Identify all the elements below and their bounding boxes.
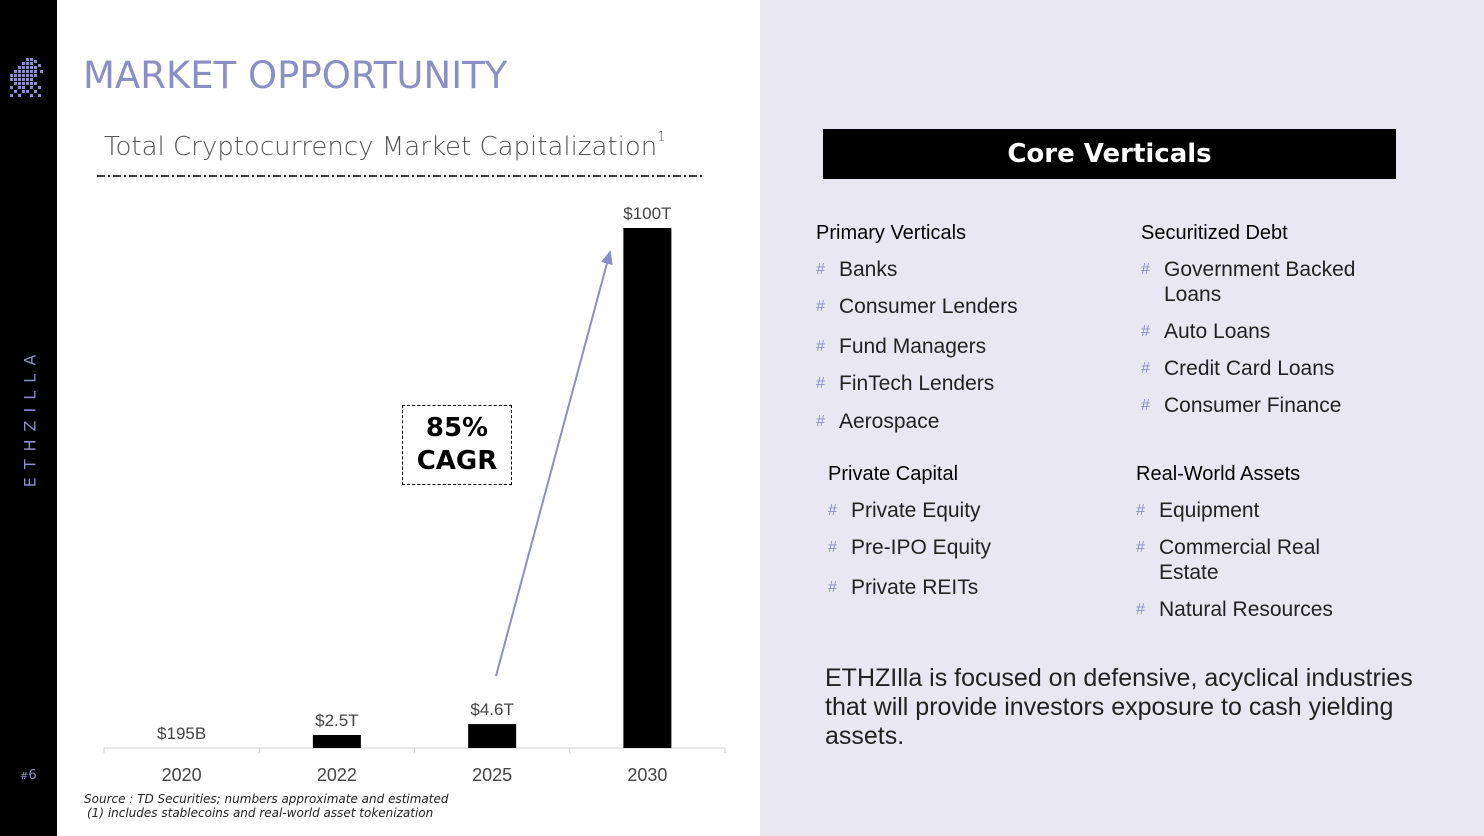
hash-icon: # — [1136, 539, 1145, 556]
list-item: # Banks — [816, 258, 898, 281]
cagr-percent: 85% — [425, 413, 489, 443]
group-title: Primary Verticals — [816, 222, 967, 244]
dragon-logo-icon — [10, 58, 43, 97]
group-primary-verticals: Primary Verticals # Banks # Consumer Lende… — [816, 222, 1116, 446]
list-item: # Fund Managers — [816, 335, 987, 358]
hash-icon: # — [816, 375, 825, 392]
group-title: Private Capital — [828, 463, 959, 485]
list-item: # Consumer Finance — [1141, 394, 1342, 417]
cagr-annotation: 85% CAGR — [402, 405, 512, 485]
growth-arrow — [495, 250, 613, 677]
page-number: #6 — [20, 768, 37, 783]
hash-icon: # — [1141, 261, 1150, 278]
list-item: # Private Equity — [828, 499, 981, 522]
bar-2022 — [312, 735, 361, 748]
list-item: # Government Backed Loans — [1141, 258, 1356, 306]
hash-icon: # — [1136, 502, 1145, 519]
chart-title: Total Cryptocurrency Market Capitalizati… — [104, 130, 666, 162]
x-tick-label: 2030 — [627, 765, 667, 785]
group-title: Securitized Debt — [1141, 222, 1288, 244]
chart-title-text: Total Cryptocurrency Market Capitalizati… — [104, 132, 658, 162]
x-tick-label: 2022 — [317, 765, 357, 785]
value-label: $100T — [623, 204, 671, 223]
chart-title-footnote: 1 — [657, 130, 666, 146]
x-tick-label: 2020 — [162, 765, 202, 785]
value-label: $4.6T — [470, 700, 513, 719]
summary-text: ETHZIlla is focused on defensive, acycli… — [825, 664, 1413, 750]
value-label: $2.5T — [315, 711, 358, 730]
list-item: # FinTech Lenders — [816, 372, 995, 395]
hash-icon: # — [816, 413, 825, 430]
group-private-capital: Private Capital # Private Equity # Pre-IPO… — [828, 463, 1118, 612]
hash-icon: # — [816, 261, 825, 278]
source-line: Source : TD Securities; numbers approxim… — [84, 792, 449, 806]
group-title: Real-World Assets — [1136, 463, 1301, 485]
footnote-line: (1) includes stablecoins and real-world … — [87, 806, 434, 820]
hash-icon: # — [816, 338, 825, 355]
hash-icon: # — [816, 298, 825, 315]
hash-icon: # — [1136, 601, 1145, 618]
market-cap-chart: $195B $2.5T $4.6T $100T 2020 2022 2025 2030 — [97, 175, 726, 785]
x-tick-label: 2025 — [472, 765, 512, 785]
list-item: # Credit Card Loans — [1141, 357, 1335, 380]
list-item: # Equipment — [1136, 499, 1260, 522]
hash-icon: # — [828, 579, 837, 596]
bar-2030 — [623, 228, 672, 748]
list-item: # Private REITs — [828, 576, 979, 599]
list-item: # Pre-IPO Equity — [828, 536, 992, 559]
bar-2025 — [468, 724, 517, 748]
core-verticals-header: Core Verticals — [823, 129, 1396, 179]
list-item: # Aerospace — [816, 410, 940, 433]
list-item: # Commercial Real Estate — [1136, 536, 1321, 584]
hash-icon: # — [828, 539, 837, 556]
hash-icon: # — [828, 502, 837, 519]
hash-icon: # — [1141, 360, 1150, 377]
page-title: MARKET OPPORTUNITY — [83, 54, 508, 97]
group-real-world-assets: Real-World Assets # Equipment # Commercial… — [1136, 463, 1376, 634]
list-item: # Natural Resources — [1136, 598, 1333, 621]
value-label: $195B — [157, 724, 206, 743]
cagr-label: CAGR — [416, 446, 498, 476]
list-item: # Auto Loans — [1141, 320, 1271, 343]
sidebar: ETHZILLA #6 — [0, 0, 57, 836]
group-securitized-debt: Securitized Debt # Government Backed Loan… — [1141, 222, 1401, 430]
list-item: # Consumer Lenders — [816, 295, 1018, 318]
page-symbol: # — [20, 771, 29, 782]
hash-icon: # — [1141, 323, 1150, 340]
source-note: Source : TD Securities; numbers approxim… — [84, 792, 449, 820]
hash-icon: # — [1141, 397, 1150, 414]
page-number-value: 6 — [28, 768, 37, 783]
